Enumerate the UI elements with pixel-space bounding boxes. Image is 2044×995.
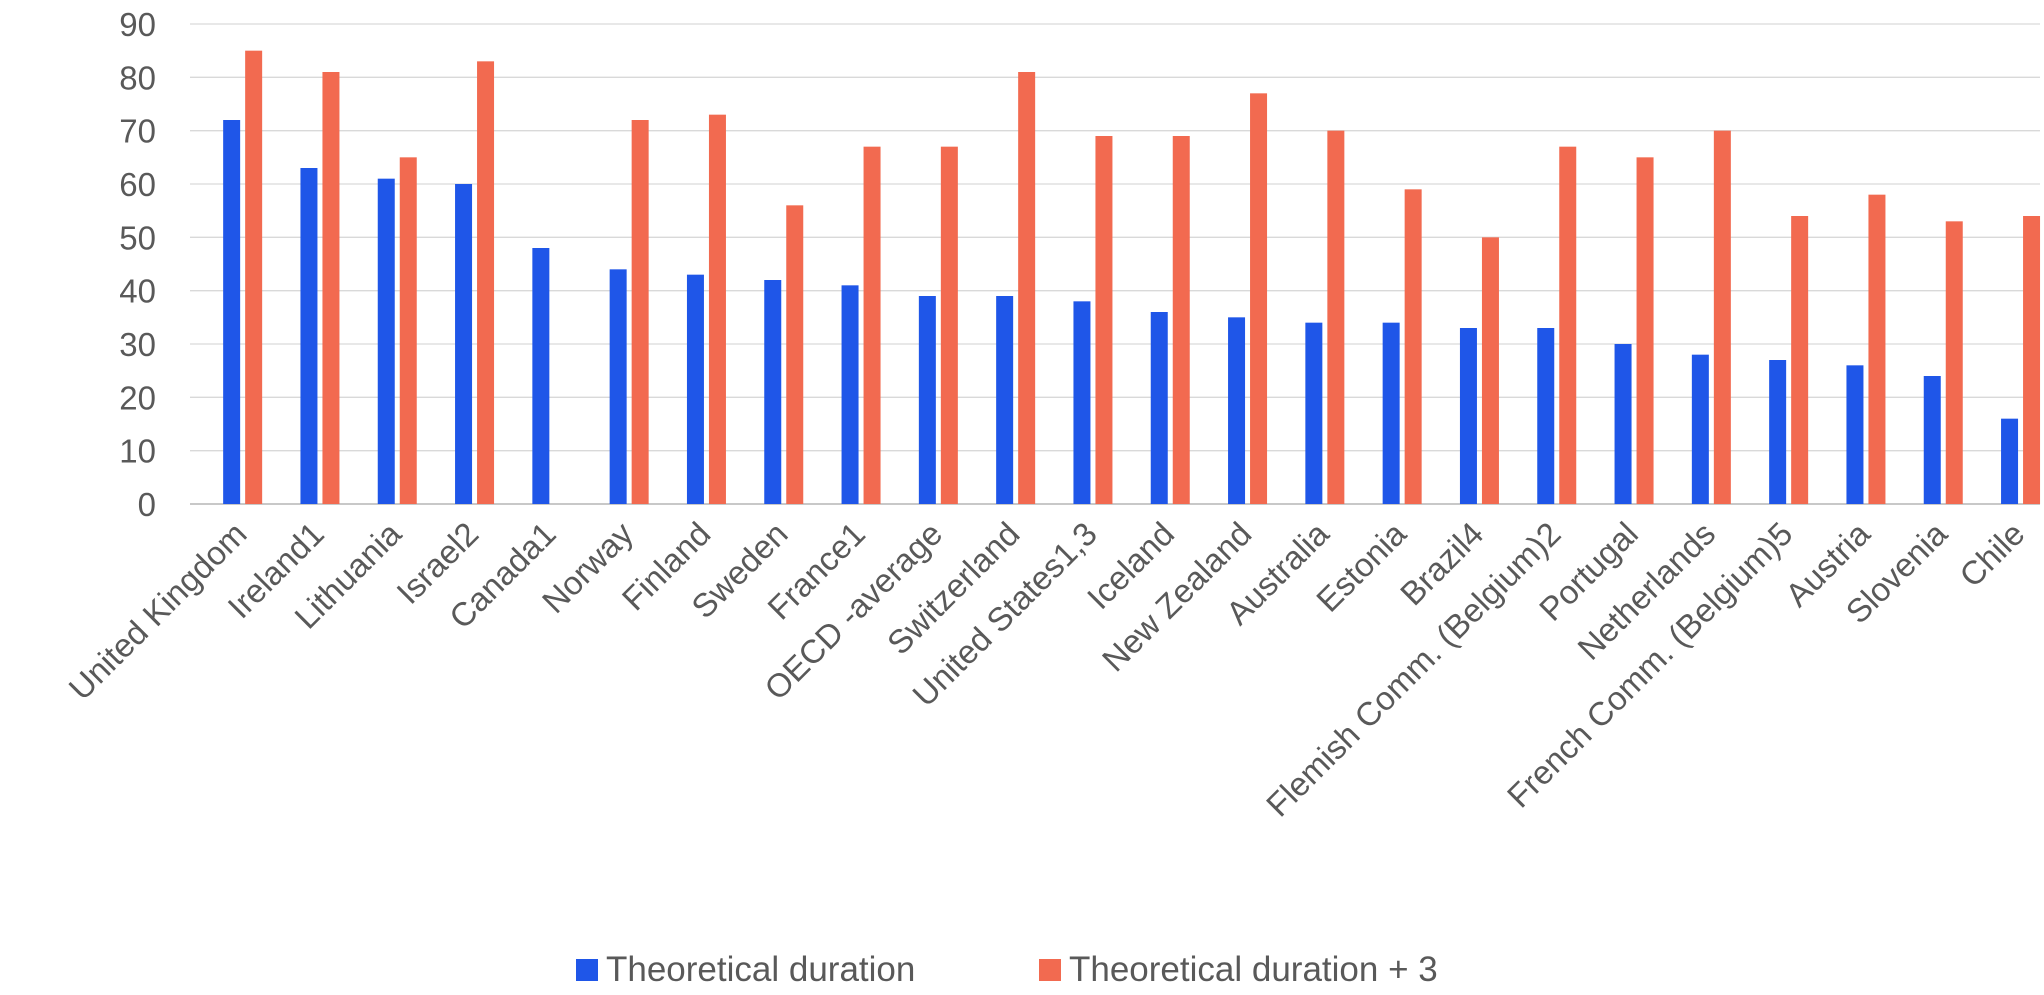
x-tick-label: Chile bbox=[1952, 515, 2031, 594]
bar-theoretical-duration-plus-3 bbox=[1636, 157, 1654, 505]
bar-theoretical-duration bbox=[1691, 354, 1709, 504]
bar-theoretical-duration-plus-3 bbox=[1713, 130, 1731, 504]
bar-theoretical-duration bbox=[1846, 365, 1864, 504]
bar-theoretical-duration bbox=[1614, 344, 1632, 504]
bar-theoretical-duration-plus-3 bbox=[245, 50, 263, 505]
bar-theoretical-duration bbox=[1150, 312, 1168, 504]
y-tick-label: 50 bbox=[119, 219, 156, 256]
bar-theoretical-duration bbox=[996, 296, 1014, 504]
bar-theoretical-duration bbox=[1923, 376, 1941, 504]
bar-theoretical-duration-plus-3 bbox=[1945, 221, 1963, 505]
bar-theoretical-duration-plus-3 bbox=[786, 205, 804, 505]
bar-theoretical-duration-plus-3 bbox=[1791, 216, 1809, 504]
bar-theoretical-duration bbox=[764, 280, 782, 504]
bar-theoretical-duration-plus-3 bbox=[1559, 146, 1577, 504]
bar-theoretical-duration-plus-3 bbox=[1404, 189, 1422, 505]
bar-theoretical-duration-plus-3 bbox=[1481, 237, 1499, 505]
bar-theoretical-duration bbox=[1382, 322, 1400, 504]
bar-theoretical-duration bbox=[223, 120, 241, 504]
bar-theoretical-duration bbox=[1537, 328, 1555, 504]
bar-theoretical-duration bbox=[377, 178, 395, 504]
y-tick-label: 90 bbox=[119, 6, 156, 43]
bar-theoretical-duration bbox=[300, 168, 318, 504]
bar-theoretical-duration bbox=[1459, 328, 1477, 504]
legend-swatch bbox=[1039, 959, 1061, 981]
bar-theoretical-duration bbox=[918, 296, 936, 504]
grid-lines bbox=[190, 23, 2040, 505]
bar-theoretical-duration bbox=[1305, 322, 1323, 504]
bar-theoretical-duration-plus-3 bbox=[399, 157, 417, 505]
bar-theoretical-duration-plus-3 bbox=[1018, 72, 1036, 504]
legend-label: Theoretical duration bbox=[606, 950, 915, 989]
y-tick-label: 20 bbox=[119, 379, 156, 416]
bars bbox=[223, 50, 2041, 505]
bar-theoretical-duration bbox=[841, 285, 859, 504]
bar-theoretical-duration-plus-3 bbox=[322, 72, 340, 504]
bar-theoretical-duration bbox=[455, 184, 473, 504]
bar-theoretical-duration-plus-3 bbox=[2023, 216, 2041, 504]
legend-label: Theoretical duration + 3 bbox=[1069, 950, 1438, 989]
legend: Theoretical duration Theoretical duration… bbox=[576, 950, 1438, 989]
y-tick-label: 30 bbox=[119, 326, 156, 363]
y-tick-label: 60 bbox=[119, 166, 156, 203]
bar-theoretical-duration-plus-3 bbox=[1095, 136, 1113, 504]
bar-theoretical-duration-plus-3 bbox=[940, 146, 958, 504]
bar-theoretical-duration-plus-3 bbox=[1250, 93, 1268, 504]
x-axis-tick-labels: United KingdomIreland1LithuaniaIsrael2Ca… bbox=[61, 514, 2031, 823]
bar-theoretical-duration-plus-3 bbox=[1172, 136, 1190, 504]
bar-theoretical-duration bbox=[1073, 301, 1091, 504]
x-tick-label: United Kingdom bbox=[61, 515, 253, 707]
bar-theoretical-duration-plus-3 bbox=[863, 146, 881, 504]
legend-swatch bbox=[576, 959, 598, 981]
bar-theoretical-duration-plus-3 bbox=[477, 61, 495, 504]
bar-theoretical-duration bbox=[686, 274, 704, 504]
y-tick-label: 10 bbox=[119, 433, 156, 470]
y-tick-label: 70 bbox=[119, 113, 156, 150]
y-tick-label: 80 bbox=[119, 59, 156, 96]
bar-theoretical-duration-plus-3 bbox=[1868, 194, 1886, 504]
bar-theoretical-duration bbox=[532, 248, 550, 504]
bar-theoretical-duration bbox=[1769, 360, 1787, 504]
bar-theoretical-duration bbox=[609, 269, 627, 504]
bar-theoretical-duration bbox=[1228, 317, 1246, 504]
y-axis-tick-labels: 0 10 20 30 40 50 60 70 80 90 bbox=[119, 6, 156, 523]
bar-theoretical-duration-plus-3 bbox=[631, 120, 649, 504]
y-tick-label: 40 bbox=[119, 273, 156, 310]
bar-theoretical-duration-plus-3 bbox=[708, 114, 726, 505]
bar-theoretical-duration-plus-3 bbox=[1327, 130, 1345, 504]
bar-theoretical-duration bbox=[2001, 418, 2019, 504]
y-tick-label: 0 bbox=[138, 486, 156, 523]
